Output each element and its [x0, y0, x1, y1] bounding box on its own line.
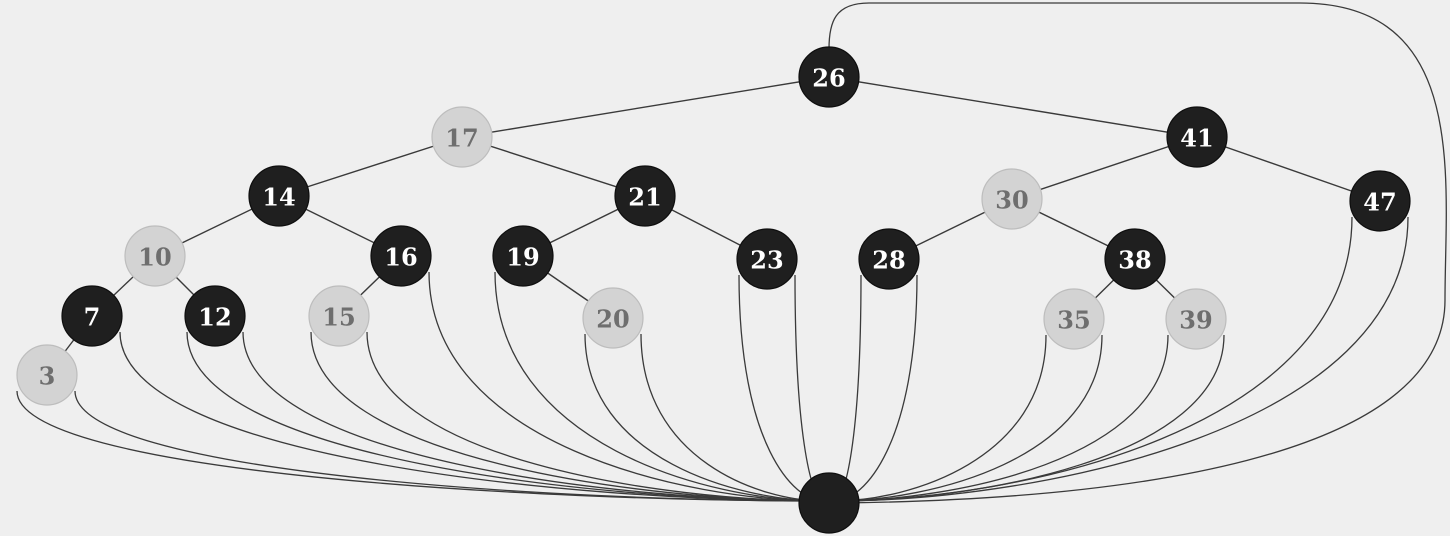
node-label: 7 [84, 303, 101, 332]
node-label: 30 [995, 186, 1028, 215]
tree-edge [1011, 136, 1198, 200]
nil-link-edge [366, 331, 824, 502]
black-node-21: 21 [614, 165, 676, 227]
node-circle [248, 165, 310, 227]
red-node-10: 10 [124, 225, 186, 287]
nil-link-edge [738, 274, 824, 502]
node-circle [1043, 288, 1105, 350]
tree-edge [461, 76, 830, 138]
nil-link-edge [310, 331, 824, 502]
node-label: 3 [39, 362, 56, 391]
black-node-14: 14 [248, 165, 310, 227]
node-circle [124, 225, 186, 287]
node-circle [798, 46, 860, 108]
node-label: 16 [384, 243, 417, 272]
red-node-20: 20 [582, 287, 644, 349]
node-circle [308, 285, 370, 347]
node-label: 10 [138, 243, 171, 272]
black-node-41: 41 [1166, 106, 1228, 168]
nil-link-edge [119, 331, 824, 502]
red-node-3: 3 [16, 344, 78, 406]
nil-link-edge [74, 390, 824, 502]
node-circle [736, 228, 798, 290]
node-label: 47 [1363, 188, 1396, 217]
node-label: 39 [1179, 306, 1212, 335]
black-node-47: 47 [1349, 170, 1411, 232]
black-node-7: 7 [61, 285, 123, 347]
node-circle [614, 165, 676, 227]
nil-link-edge [428, 271, 824, 502]
nil-link-edge [584, 333, 824, 502]
node-label: 15 [322, 303, 355, 332]
root-parent-edge [828, 2, 1447, 504]
node-label: 21 [628, 183, 661, 212]
tree-edge [461, 136, 646, 197]
black-node-26: 26 [798, 46, 860, 108]
sentinel-nil-node [798, 472, 860, 534]
node-label: 28 [872, 246, 905, 275]
node-circle [370, 225, 432, 287]
node-circle [61, 285, 123, 347]
nil-link-edge [834, 334, 1047, 502]
nil-link-edge [834, 334, 1169, 502]
tree-edge [1196, 136, 1381, 202]
node-circle [1104, 228, 1166, 290]
node-label: 41 [1180, 124, 1213, 153]
nil-link-edge [640, 333, 824, 502]
nil-link-edge [242, 331, 824, 502]
tree-edge [828, 76, 1198, 138]
nil-link-edge [494, 271, 824, 502]
node-circle [858, 228, 920, 290]
node-circle [492, 225, 554, 287]
nil-link-edge [834, 334, 1225, 502]
nil-link-edge [834, 274, 862, 502]
nil-edges [16, 2, 1447, 504]
nil-link-edge [834, 334, 1103, 502]
nil-link-edge [834, 274, 918, 502]
node-label: 20 [596, 305, 629, 334]
black-node-16: 16 [370, 225, 432, 287]
node-label: 35 [1057, 306, 1090, 335]
node-label: 23 [750, 246, 783, 275]
black-node-12: 12 [184, 285, 246, 347]
node-label: 17 [445, 124, 478, 153]
node-circle [1165, 288, 1227, 350]
node-label: 26 [812, 64, 845, 93]
node-label: 38 [1118, 246, 1151, 275]
node-circle [16, 344, 78, 406]
black-node-19: 19 [492, 225, 554, 287]
tree-edge [278, 136, 463, 197]
node-circle [184, 285, 246, 347]
black-node-23: 23 [736, 228, 798, 290]
node-circle [1349, 170, 1411, 232]
red-node-15: 15 [308, 285, 370, 347]
red-node-17: 17 [431, 106, 493, 168]
node-label: 14 [262, 183, 295, 212]
node-circle [1166, 106, 1228, 168]
red-node-30: 30 [981, 168, 1043, 230]
tree-nodes: 26 17 41 14 21 30 47 10 16 19 23 28 38 7 12 15 20 35 39 3 [16, 46, 1411, 406]
black-node-38: 38 [1104, 228, 1166, 290]
red-node-39: 39 [1165, 288, 1227, 350]
nil-link-edge [834, 216, 1409, 502]
nil-link-edge [834, 216, 1353, 502]
nil-link-edge [794, 274, 824, 502]
sentinel-circle [798, 472, 860, 534]
node-circle [981, 168, 1043, 230]
red-node-35: 35 [1043, 288, 1105, 350]
node-circle [431, 106, 493, 168]
black-node-28: 28 [858, 228, 920, 290]
node-label: 12 [198, 303, 231, 332]
node-circle [582, 287, 644, 349]
sentinel-layer [798, 472, 860, 534]
node-label: 19 [506, 243, 539, 272]
